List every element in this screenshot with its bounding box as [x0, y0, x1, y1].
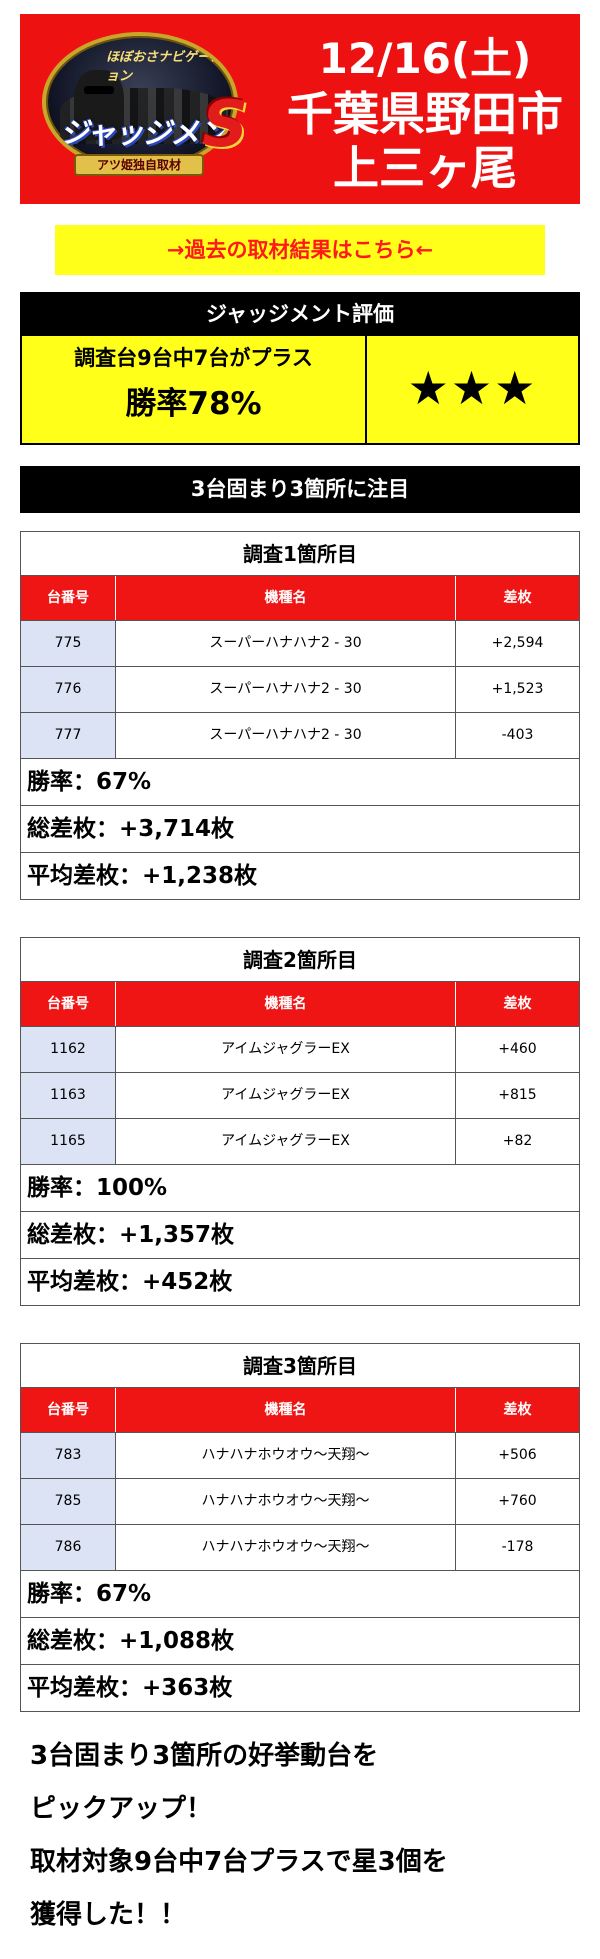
average-diff: 平均差枚：+363枚 [21, 1664, 579, 1711]
col-diff: 差枚 [503, 996, 532, 1012]
average-diff: 平均差枚：+452枚 [21, 1258, 579, 1305]
star-rating: ★★★ [407, 361, 538, 415]
diff-cell: -403 [501, 727, 534, 743]
table-row: 783 ハナハナホウオウ～天翔～ +506 [21, 1432, 579, 1478]
evaluation-summary: 調査台9台中7台がプラス [74, 346, 313, 370]
win-rate: 勝率：67% [21, 758, 579, 805]
table-row: 1165 アイムジャグラーEX +82 [21, 1118, 579, 1164]
location-line-1: 千葉県野田市 [287, 87, 563, 141]
col-machine-no: 台番号 [21, 982, 116, 1026]
diff-cell: +506 [498, 1447, 537, 1463]
logo-ribbon-text: アツ姫独自取材 [96, 158, 181, 172]
logo-person-graphic [74, 70, 124, 140]
win-rate: 勝率：67% [21, 1570, 579, 1617]
total-diff: 総差枚：+3,714枚 [21, 805, 579, 852]
model-cell: アイムジャグラーEX [116, 1073, 456, 1118]
col-machine-no: 台番号 [21, 576, 116, 620]
total-diff: 総差枚：+1,357枚 [21, 1211, 579, 1258]
machine-no-cell: 1162 [21, 1027, 116, 1072]
summary-line: 獲得した！！ [30, 1900, 187, 1930]
judgment-s-logo: ほぼおさナビゲーション ジャッジメント S アツ姫独自取材 [34, 30, 249, 190]
survey-section-2: 調査2箇所目 台番号 機種名 差枚 1162 アイムジャグラーEX +460 1… [20, 937, 580, 1306]
diff-cell: +460 [498, 1041, 537, 1057]
total-diff: 総差枚：+1,088枚 [21, 1617, 579, 1664]
col-diff: 差枚 [503, 1402, 532, 1418]
table-row: 777 スーパーハナハナ2 - 30 -403 [21, 712, 579, 758]
col-model: 機種名 [116, 982, 456, 1026]
survey-title: 調査2箇所目 [21, 938, 579, 982]
model-cell: アイムジャグラーEX [116, 1027, 456, 1072]
diff-cell: +2,594 [491, 635, 544, 651]
survey-title: 調査3箇所目 [21, 1344, 579, 1388]
model-cell: アイムジャグラーEX [116, 1119, 456, 1164]
machine-no-cell: 785 [21, 1479, 116, 1524]
table-header: 台番号 機種名 差枚 [21, 576, 579, 620]
model-cell: スーパーハナハナ2 - 30 [116, 713, 456, 758]
machine-no-cell: 1165 [21, 1119, 116, 1164]
diff-cell: +82 [502, 1133, 533, 1149]
event-date: 12/16(土) [318, 34, 532, 83]
diff-cell: +815 [498, 1087, 537, 1103]
table-header: 台番号 機種名 差枚 [21, 982, 579, 1026]
machine-no-cell: 776 [21, 667, 116, 712]
evaluation-heading: ジャッジメント評価 [20, 292, 580, 336]
logo-top-text: ほぼおさナビゲーション [106, 50, 223, 84]
header-banner: ほぼおさナビゲーション ジャッジメント S アツ姫独自取材 12/16(土) 千… [20, 14, 580, 204]
machine-no-cell: 783 [21, 1433, 116, 1478]
summary-line: 取材対象9台中7台プラスで星3個を [30, 1847, 448, 1877]
machine-no-cell: 777 [21, 713, 116, 758]
survey-section-3: 調査3箇所目 台番号 機種名 差枚 783 ハナハナホウオウ～天翔～ +506 … [20, 1343, 580, 1712]
machine-no-cell: 786 [21, 1525, 116, 1570]
table-row: 786 ハナハナホウオウ～天翔～ -178 [21, 1524, 579, 1570]
diff-cell: -178 [501, 1539, 534, 1555]
survey-section-1: 調査1箇所目 台番号 機種名 差枚 775 スーパーハナハナ2 - 30 +2,… [20, 531, 580, 900]
table-row: 1162 アイムジャグラーEX +460 [21, 1026, 579, 1072]
table-row: 776 スーパーハナハナ2 - 30 +1,523 [21, 666, 579, 712]
table-header: 台番号 機種名 差枚 [21, 1388, 579, 1432]
logo-letter: S [202, 88, 249, 162]
evaluation-win-rate: 勝率78% [125, 386, 262, 422]
col-diff: 差枚 [503, 590, 532, 606]
diff-cell: +1,523 [491, 681, 544, 697]
diff-cell: +760 [498, 1493, 537, 1509]
location-line-2: 上三ヶ尾 [333, 141, 517, 195]
past-results-link[interactable]: →過去の取材結果はこちら← [55, 225, 545, 275]
summary-text: 3台固まり3箇所の好挙動台を ピックアップ！ 取材対象9台中7台プラスで星3個を… [30, 1730, 580, 1942]
win-rate: 勝率：100% [21, 1164, 579, 1211]
logo-ribbon: アツ姫独自取材 [74, 154, 204, 176]
survey-title: 調査1箇所目 [21, 532, 579, 576]
model-cell: ハナハナホウオウ～天翔～ [116, 1479, 456, 1524]
logo-title: ジャッジメント [59, 116, 228, 168]
summary-line: ピックアップ！ [30, 1794, 213, 1824]
table-row: 785 ハナハナホウオウ～天翔～ +760 [21, 1478, 579, 1524]
model-cell: スーパーハナハナ2 - 30 [116, 621, 456, 666]
machine-no-cell: 775 [21, 621, 116, 666]
model-cell: ハナハナホウオウ～天翔～ [116, 1433, 456, 1478]
table-row: 775 スーパーハナハナ2 - 30 +2,594 [21, 620, 579, 666]
logo-emblem: ほぼおさナビゲーション ジャッジメント [42, 32, 238, 172]
evaluation-box: ジャッジメント評価 調査台9台中7台がプラス 勝率78% ★★★ [20, 292, 580, 445]
model-cell: ハナハナホウオウ～天翔～ [116, 1525, 456, 1570]
col-model: 機種名 [116, 576, 456, 620]
focus-heading: 3台固まり3箇所に注目 [20, 466, 580, 513]
col-machine-no: 台番号 [21, 1388, 116, 1432]
col-model: 機種名 [116, 1388, 456, 1432]
machine-no-cell: 1163 [21, 1073, 116, 1118]
evaluation-body: 調査台9台中7台がプラス 勝率78% ★★★ [20, 336, 580, 445]
summary-line: 3台固まり3箇所の好挙動台を [30, 1741, 379, 1771]
model-cell: スーパーハナハナ2 - 30 [116, 667, 456, 712]
evaluation-stats: 調査台9台中7台がプラス 勝率78% [22, 336, 367, 443]
table-row: 1163 アイムジャグラーEX +815 [21, 1072, 579, 1118]
average-diff: 平均差枚：+1,238枚 [21, 852, 579, 899]
